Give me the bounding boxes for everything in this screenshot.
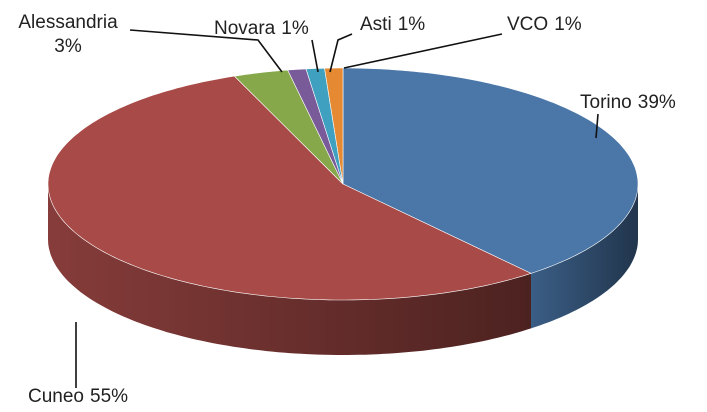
- slice: [233, 69, 344, 185]
- label-name: Novara: [214, 18, 276, 39]
- label-name: VCO: [507, 14, 548, 35]
- data-label: Alessandria 3%: [18, 12, 118, 57]
- leader-line: [329, 33, 353, 73]
- data-label: Cuneo 55%: [28, 386, 128, 407]
- leader-line: [311, 39, 319, 73]
- slice: [342, 67, 639, 274]
- slice-side: [531, 184, 638, 329]
- label-value: 55%: [90, 386, 128, 407]
- label-name: Alessandria: [18, 12, 118, 33]
- slice: [324, 67, 344, 185]
- label-value: 1%: [554, 14, 582, 35]
- label-value: 1%: [281, 18, 309, 39]
- label-name: Cuneo: [28, 386, 84, 407]
- slice-side: [48, 184, 531, 355]
- data-label: Torino 39%: [580, 92, 676, 113]
- slice: [47, 75, 532, 301]
- label-value: 3%: [54, 36, 82, 57]
- label-name: Torino: [580, 92, 632, 113]
- label-value: 1%: [398, 14, 426, 35]
- label-name: Asti: [360, 14, 392, 35]
- leader-line: [129, 29, 283, 73]
- data-label: Novara 1%: [214, 18, 309, 39]
- data-label: Asti 1%: [360, 14, 425, 35]
- data-label: VCO 1%: [507, 14, 582, 35]
- leader-line: [343, 33, 503, 69]
- leader-line: [595, 113, 599, 139]
- label-value: 39%: [638, 92, 676, 113]
